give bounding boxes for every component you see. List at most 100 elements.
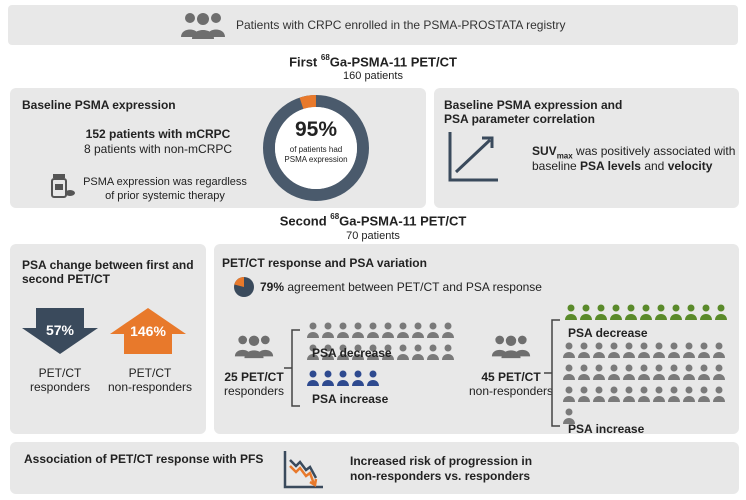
nonresponders-label1: PET/CT <box>128 366 172 380</box>
person-icon <box>412 322 424 338</box>
nonresponders-value: 146% <box>130 323 166 339</box>
responders-label2: responders <box>29 380 91 394</box>
person-icon <box>653 364 665 380</box>
person-icon <box>397 344 409 360</box>
up-arrow-icon <box>110 308 186 354</box>
person-icon <box>565 304 577 320</box>
note-line1: PSMA expression was regardless <box>83 176 247 188</box>
agreement-text: 79% agreement between PET/CT and PSA res… <box>260 280 542 294</box>
nonresponders-count-line1: 45 PET/CT <box>481 370 541 384</box>
person-icon <box>608 342 620 358</box>
nonresponders-bracket <box>544 319 560 427</box>
responders-bracket <box>284 329 300 407</box>
person-icon <box>382 344 394 360</box>
non-mcrpc-count: 8 patients with non-mCRPC <box>83 142 233 156</box>
person-icon <box>638 386 650 402</box>
donut-line2: PSMA expression <box>284 155 348 164</box>
correlation-text-line1: SUVmax was positively associated with <box>532 144 736 161</box>
person-icon <box>655 304 667 320</box>
second-scan-title: Second 68Ga-PSMA-11 PET/CT <box>279 212 467 229</box>
psma-donut-chart <box>263 95 369 201</box>
person-icon <box>608 364 620 380</box>
person-icon <box>625 304 637 320</box>
person-icon <box>623 386 635 402</box>
donut-line1: of patients had <box>289 145 343 154</box>
person-icon <box>610 304 622 320</box>
person-icon <box>563 386 575 402</box>
person-icon <box>653 342 665 358</box>
responders-increase-icons <box>306 370 396 392</box>
nonresponders-label2: non-responders <box>107 380 193 394</box>
correlation-text-line2: baseline PSA levels and velocity <box>532 159 713 173</box>
responders-value: 57% <box>45 322 75 338</box>
trend-down-icon <box>283 451 323 489</box>
person-icon <box>640 304 652 320</box>
person-icon <box>683 386 695 402</box>
pfs-line1: Increased risk of progression in <box>350 454 533 468</box>
person-icon <box>397 322 409 338</box>
person-icon <box>307 370 319 386</box>
person-icon <box>412 344 424 360</box>
person-icon <box>700 304 712 320</box>
header-text: Patients with CRPC enrolled in the PSMA-… <box>236 18 566 32</box>
person-icon <box>623 364 635 380</box>
responders-count-line2: responders <box>223 384 285 398</box>
response-panel: PET/CT response and PSA variation 79% ag… <box>214 244 739 436</box>
person-icon <box>713 386 725 402</box>
person-icon <box>668 364 680 380</box>
person-icon <box>352 322 364 338</box>
person-icon <box>638 342 650 358</box>
person-icon <box>352 370 364 386</box>
note-line2: of prior systemic therapy <box>105 190 225 202</box>
person-icon <box>382 322 394 338</box>
psa-change-title-line2: second PET/CT <box>22 272 111 286</box>
response-title: PET/CT response and PSA variation <box>222 256 427 270</box>
nonresponders-count-line2: non-responders <box>468 384 554 398</box>
person-icon <box>442 322 454 338</box>
donut-track <box>263 95 369 201</box>
person-icon <box>698 364 710 380</box>
person-icon <box>713 364 725 380</box>
agreement-pie-icon <box>234 277 254 297</box>
pfs-line2: non-responders vs. responders <box>350 469 531 483</box>
donut-value: 95% <box>294 118 338 141</box>
person-icon <box>638 364 650 380</box>
person-icon <box>367 322 379 338</box>
person-icon <box>307 344 319 360</box>
header-bar: Patients with CRPC enrolled in the PSMA-… <box>8 5 738 45</box>
person-icon <box>367 344 379 360</box>
person-icon <box>713 342 725 358</box>
responders-group-icon <box>234 335 274 359</box>
person-icon <box>563 408 575 424</box>
person-icon <box>337 370 349 386</box>
donut-hole <box>275 107 357 189</box>
person-icon <box>715 304 727 320</box>
nonresponders-decrease-icons <box>564 304 738 326</box>
down-arrow-icon <box>22 308 98 354</box>
correlation-panel: Baseline PSMA expression and PSA paramet… <box>434 88 739 208</box>
person-icon <box>595 304 607 320</box>
person-icon <box>670 304 682 320</box>
person-icon <box>608 386 620 402</box>
person-icon <box>427 344 439 360</box>
first-scan-title: First 68Ga-PSMA-11 PET/CT <box>289 53 457 70</box>
responders-increase-label: PSA increase <box>312 392 389 406</box>
person-icon <box>337 322 349 338</box>
second-scan-patients: 70 patients <box>346 230 400 242</box>
first-scan-patients: 160 patients <box>343 70 403 82</box>
person-icon <box>578 342 590 358</box>
correlation-title-line1: Baseline PSMA expression and <box>444 98 623 112</box>
person-icon <box>668 386 680 402</box>
person-icon <box>698 386 710 402</box>
psa-change-title-line1: PSA change between first and <box>22 258 194 272</box>
person-icon <box>367 370 379 386</box>
person-icon <box>623 342 635 358</box>
pfs-title: Association of PET/CT response with PFS <box>24 452 264 466</box>
person-icon <box>593 342 605 358</box>
trend-up-icon <box>448 132 498 182</box>
person-icon <box>580 304 592 320</box>
person-icon <box>427 322 439 338</box>
baseline-panel: Baseline PSMA expression 152 patients wi… <box>10 88 426 208</box>
person-icon <box>578 386 590 402</box>
responders-label1: PET/CT <box>38 366 82 380</box>
